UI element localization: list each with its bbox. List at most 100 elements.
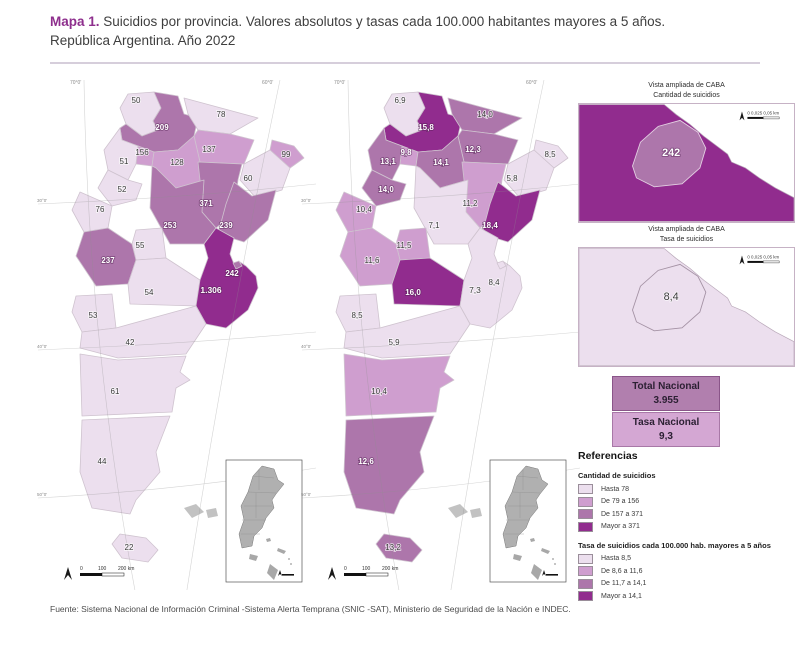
province-value-label: 239	[219, 221, 233, 230]
tasa-nacional-box: Tasa Nacional 9,3	[612, 412, 720, 447]
province-region	[481, 181, 541, 243]
province-layer	[335, 91, 569, 563]
legend-swatch	[578, 509, 593, 519]
province-layer	[71, 91, 305, 563]
inset-scalebar-label: 0 0,025 0,05 km	[747, 110, 779, 115]
province-region	[239, 149, 291, 199]
province-value-label: 371	[199, 199, 213, 208]
caba-polygon	[632, 119, 707, 188]
province-value-label: 8,4	[488, 278, 500, 287]
province-value-label: 7,1	[428, 221, 440, 230]
province-region	[343, 305, 471, 359]
locator-north-arrow-icon	[542, 570, 546, 576]
province-region	[111, 533, 159, 563]
province-value-label: 10,4	[356, 205, 372, 214]
longitude-label: 60°0'	[526, 80, 537, 86]
province-value-label: 51	[120, 157, 129, 166]
locator-argentina-silhouette	[238, 465, 285, 549]
malvinas-islands	[448, 504, 482, 518]
inset-north-arrow-icon	[739, 111, 745, 121]
figure-title-line2: República Argentina. Año 2022	[50, 33, 236, 48]
legend-item-label: De 11,7 a 14,1	[601, 580, 647, 587]
locator-province-lines	[505, 469, 541, 535]
longitude-label: 60°0'	[262, 80, 273, 86]
province-value-label: 8,5	[544, 150, 556, 159]
locator-island-dot	[552, 558, 554, 560]
province-region	[79, 415, 171, 515]
locator-island-dot	[554, 563, 556, 565]
locator-inset	[489, 459, 567, 583]
province-region	[361, 169, 407, 207]
province-value-label: 54	[145, 288, 154, 297]
legend-item-label: De 79 a 156	[601, 498, 640, 505]
province-value-label: 242	[662, 147, 680, 159]
longitude-label: 70°0'	[70, 80, 81, 86]
locator-island-dot	[290, 563, 292, 565]
inset-scalebar-segment	[763, 260, 780, 264]
legend-row: Hasta 8,5	[578, 553, 794, 564]
province-value-label: 52	[118, 185, 127, 194]
province-region	[375, 533, 423, 563]
inset-north-arrow-icon	[739, 255, 745, 265]
locator-scalebar	[546, 574, 558, 576]
province-value-label: 1.306	[200, 285, 222, 295]
latitude-label: 40°0'	[37, 344, 47, 349]
province-value-label: 11,2	[463, 199, 479, 208]
legend-swatch	[578, 591, 593, 601]
province-value-label: 12,3	[465, 145, 481, 154]
legend-row: Mayor a 371	[578, 521, 794, 532]
province-region	[127, 257, 201, 307]
province-region	[391, 257, 465, 307]
locator-south-islands	[513, 538, 550, 580]
province-value-label: 15,8	[418, 123, 434, 132]
title-divider	[50, 62, 760, 64]
province-value-label: 44	[98, 457, 107, 466]
legend-row: Mayor a 14,1	[578, 591, 794, 601]
province-value-label: 156	[135, 148, 149, 157]
caba-inset-count-title: Vista ampliada de CABA	[648, 82, 725, 89]
province-region	[269, 139, 305, 169]
latitude-label: 50°0'	[37, 492, 47, 497]
province-region	[496, 260, 507, 270]
legend-row: De 11,7 a 14,1	[578, 578, 794, 589]
caba-inset-count: Vista ampliada de CABA Cantidad de suici…	[578, 82, 795, 223]
inset-scalebar-segment	[747, 260, 764, 263]
province-value-label: 13,2	[385, 543, 401, 552]
locator-south-islands	[249, 538, 286, 580]
province-value-label: 242	[225, 269, 239, 278]
province-region	[217, 181, 277, 243]
province-value-label: 14,0	[378, 185, 394, 194]
scalebar-tick-label: 100	[362, 566, 371, 572]
province-value-label: 209	[155, 123, 169, 132]
latitude-label: 30°0'	[301, 198, 311, 203]
legend-row: De 8,6 a 11,6	[578, 566, 794, 576]
inset-scalebar-segment	[747, 116, 764, 119]
caba-inset-count-map: 242 0 0,025 0,05 km	[578, 103, 795, 223]
province-region	[149, 165, 217, 245]
legend-item-label: Hasta 8,5	[601, 555, 631, 562]
province-value-label: 14,1	[433, 158, 449, 167]
province-value-label: 237	[101, 256, 115, 265]
total-nacional-label: Total Nacional	[632, 381, 700, 392]
locator-inset	[225, 459, 303, 583]
scalebar-tick-label: 0	[80, 566, 83, 572]
graticule	[37, 79, 317, 597]
province-value-label: 16,0	[405, 288, 421, 297]
malvinas-islands	[184, 504, 218, 518]
province-value-label: 50	[132, 96, 141, 105]
province-region	[97, 169, 143, 207]
tasa-nacional-label: Tasa Nacional	[632, 417, 700, 428]
legend-item-label: Hasta 78	[601, 485, 630, 493]
locator-argentina-silhouette	[502, 465, 549, 549]
scalebar-segment	[101, 572, 125, 577]
caba-polygon	[632, 263, 707, 332]
province-region	[533, 139, 569, 169]
province-value-label: 128	[170, 158, 184, 167]
total-nacional-box: Total Nacional 3.955	[612, 376, 720, 411]
legend-row: De 79 a 156	[578, 496, 794, 507]
argentina-map-absolute: 70°0' 60°0' 30°0' 40°0' 50°0' 50 209 78 137 99 60 1…	[37, 79, 317, 597]
province-value-label: 12,6	[358, 457, 374, 466]
longitude-label: 70°0'	[334, 80, 345, 86]
province-region	[343, 415, 435, 515]
